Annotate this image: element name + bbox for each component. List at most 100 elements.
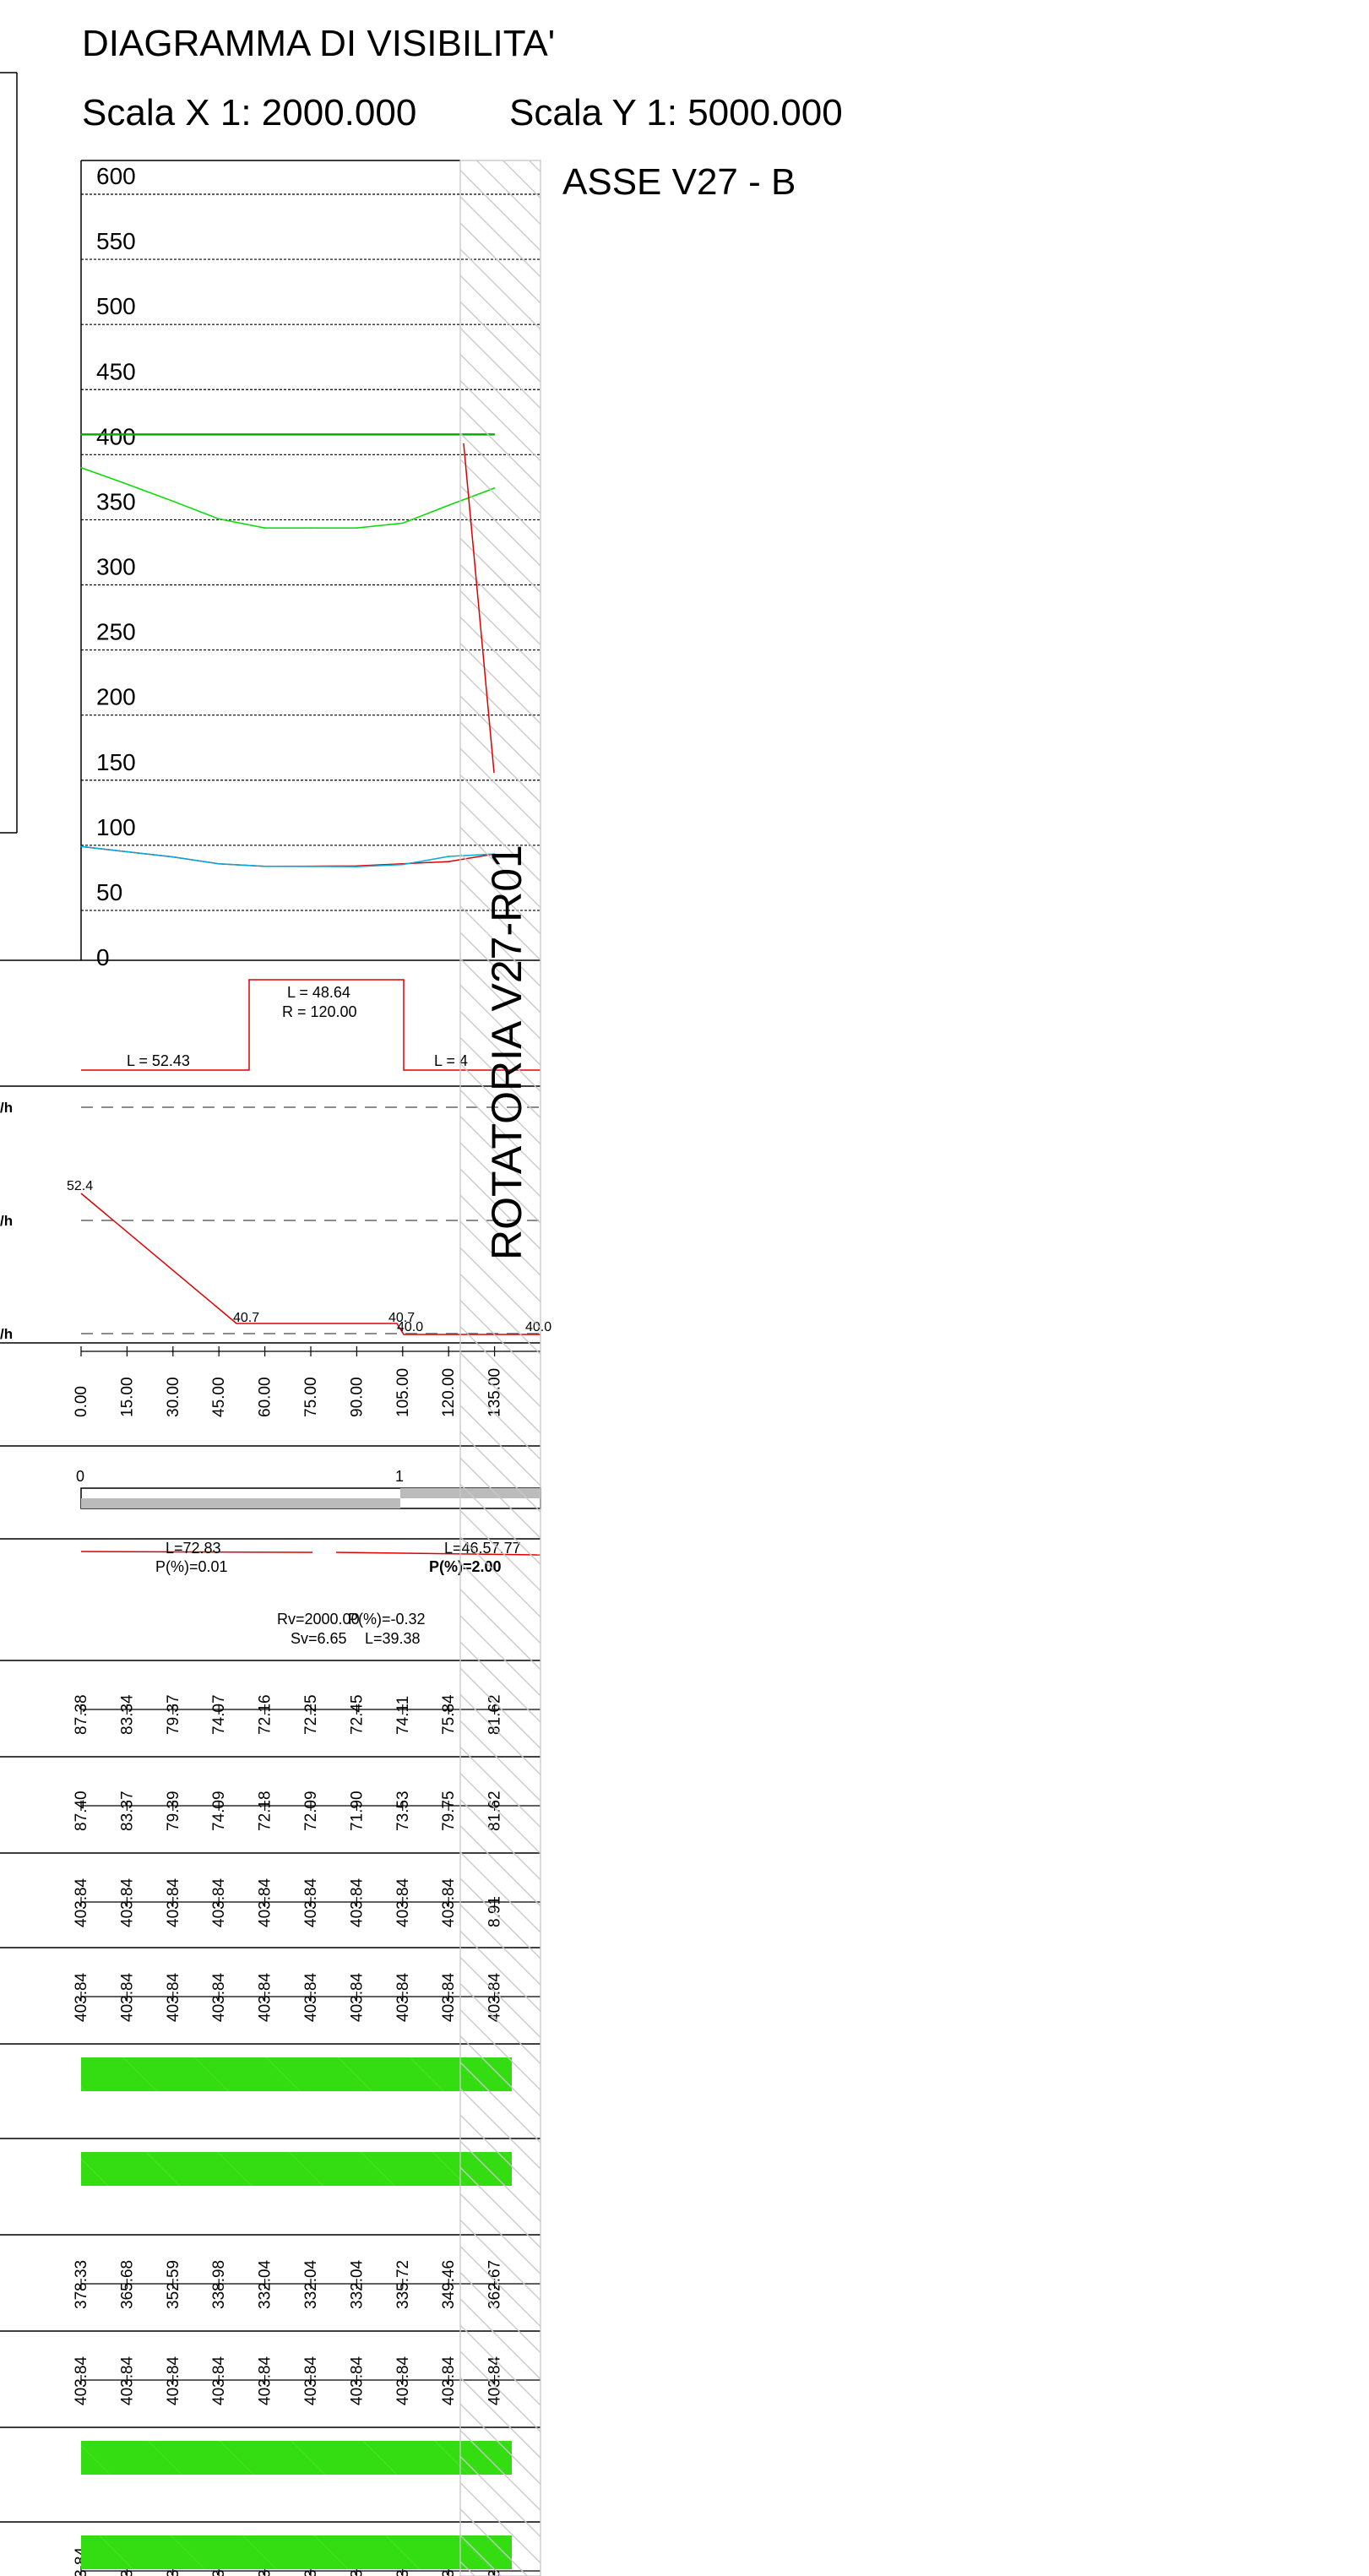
row-value: 403.84 — [210, 2356, 228, 2405]
series-point-required-visibility — [172, 500, 174, 503]
y-tick-label: 200 — [96, 684, 136, 710]
chart-frame — [80, 160, 460, 960]
y-tick-label: 250 — [96, 619, 136, 645]
row-value: 403.84 — [348, 1972, 366, 2022]
row-value: 403.84 — [440, 1878, 458, 1927]
y-tick-label: 550 — [96, 228, 136, 254]
visibility-ok-bar-texture — [81, 2535, 512, 2569]
series-point-stopping-distance-2 — [402, 863, 404, 866]
series-line-stopping-distance-2 — [80, 845, 495, 867]
row-value: 403.84 — [440, 1972, 458, 2022]
series-point-stopping-distance-2 — [126, 851, 128, 853]
vertical-label-rv: Rv=2000.00 — [277, 1611, 360, 1628]
station-label: 60.00 — [257, 1377, 274, 1417]
row-value: 72.18 — [257, 1791, 274, 1831]
station-label: 90.00 — [348, 1377, 366, 1417]
speed-unit-3: /h — [0, 1326, 13, 1342]
series-point-available-visibility — [402, 433, 404, 436]
row-value: 74.07 — [210, 1694, 228, 1735]
row-value: 403.84 — [348, 1878, 366, 1927]
row-value: 403.84 — [118, 1972, 136, 2022]
station-label: 105.00 — [394, 1368, 412, 1417]
row-value: 403.84 — [257, 2356, 274, 2405]
row-value: 73.53 — [394, 1791, 412, 1831]
series-point-required-visibility — [263, 527, 266, 529]
station-row: 0.00 15.00 30.00 45.00 60.00 75.00 90.00 105.00… — [73, 1346, 541, 1417]
visibility-ok-bar-texture — [81, 2441, 512, 2475]
row-value: 403.84 — [394, 1972, 412, 2022]
station-label: 75.00 — [302, 1377, 320, 1417]
curvature-line — [81, 979, 541, 1071]
roundabout-hatch-column — [459, 160, 541, 2576]
row-value: 87.40 — [73, 1791, 90, 1831]
series-point-required-visibility — [80, 466, 82, 469]
y-tick-label: 100 — [96, 814, 136, 840]
row-value: 338.98 — [210, 2260, 228, 2309]
series-point-available-visibility — [126, 433, 128, 436]
station-label: 45.00 — [210, 1377, 228, 1417]
series-point-stopping-distance-2 — [172, 856, 174, 858]
series-point-required-visibility — [448, 504, 449, 507]
scale-y-label: Scala Y 1: 5000.000 — [509, 92, 843, 133]
row-value: 83.34 — [118, 1694, 136, 1735]
row-value: 403.84 — [118, 1878, 136, 1927]
row-value: 72.45 — [348, 1694, 366, 1735]
row-value: 79.75 — [440, 1791, 458, 1831]
row-value: 71.90 — [348, 1791, 366, 1831]
roundabout-label: ROTATORIA V27-R01 — [483, 845, 530, 1260]
row-value: 79.39 — [165, 1791, 182, 1831]
series-point-available-visibility — [263, 433, 266, 436]
series-point-available-visibility — [448, 433, 449, 436]
series-point-available-visibility — [80, 433, 82, 436]
y-tick-label: 300 — [96, 554, 136, 580]
row-value: 75.84 — [440, 1694, 458, 1735]
chart-series — [80, 433, 496, 867]
station-label: 120.00 — [440, 1368, 458, 1417]
series-line-required-visibility — [80, 467, 495, 529]
speed-profile-line — [80, 1193, 541, 1335]
row-value: 403.84 — [165, 1972, 182, 2022]
row-value: 403.84 — [73, 1972, 90, 2022]
row-value: 332.04 — [348, 2259, 366, 2309]
y-tick-label: 600 — [96, 163, 136, 189]
curvature-diagram: L = 52.43 L = 48.64 R = 120.00 L = 4 — [81, 979, 541, 1071]
series-point-stopping-distance-2 — [263, 865, 266, 867]
visibility-ok-bar-texture — [81, 2057, 512, 2091]
row-value: 349.46 — [440, 2260, 458, 2309]
row-value: 352.59 — [165, 2260, 182, 2309]
row-value: 403.84 — [302, 1972, 320, 2022]
row-value: 365.68 — [118, 2260, 136, 2309]
vertical-label-l3: L=39.38 — [365, 1630, 421, 1647]
vertical-label-p1: P(%)=0.01 — [155, 1558, 228, 1575]
row-value: 87.38 — [73, 1694, 90, 1735]
series-point-available-visibility — [356, 433, 358, 436]
series-line-stopping-distance — [80, 845, 495, 867]
series-point-stopping-distance-2 — [448, 856, 449, 857]
vertical-label-l1: L=72.83 — [166, 1540, 221, 1557]
series-point-required-visibility — [356, 527, 358, 529]
vertical-label-sv: Sv=6.65 — [291, 1630, 347, 1647]
row-value: 83.37 — [118, 1791, 136, 1831]
series-point-stopping-distance-2 — [80, 845, 82, 848]
row-value: 403.84 — [302, 2356, 320, 2405]
speed-value-4: 40.0 — [397, 1320, 423, 1334]
series-point-stopping-distance-2 — [310, 866, 312, 867]
row-value: 403.84 — [394, 1878, 412, 1927]
row-value: 72.09 — [302, 1791, 320, 1831]
row-value: 403.84 — [165, 1878, 182, 1927]
speed-value-2: 40.7 — [233, 1311, 259, 1325]
row-value: 335.72 — [394, 2260, 412, 2309]
series-point-available-visibility — [172, 433, 174, 436]
y-tick-label: 400 — [96, 423, 136, 449]
row-value: 74.11 — [394, 1696, 412, 1735]
row-value: 403.84 — [73, 1878, 90, 1927]
row-value: 403.84 — [210, 1878, 228, 1927]
series-point-required-visibility — [126, 483, 128, 486]
series-point-required-visibility — [310, 527, 312, 529]
y-tick-label: 0 — [96, 944, 110, 970]
series-point-required-visibility — [218, 518, 220, 520]
series-point-stopping-distance — [448, 861, 449, 862]
speed-value-3: 40.7 — [388, 1311, 415, 1325]
series-point-stopping-distance-2 — [218, 862, 220, 865]
visibility-ok-bar-texture — [81, 2152, 512, 2186]
